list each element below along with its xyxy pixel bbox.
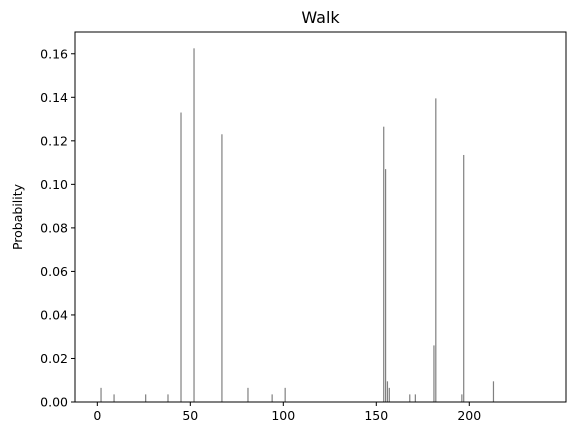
bar — [285, 388, 286, 402]
y-axis: 0.00 0.02 0.04 0.06 0.08 0.10 0.12 0.14 0.16 — [40, 46, 75, 409]
bar — [221, 134, 222, 402]
bar — [389, 388, 390, 402]
x-axis: 0 50 100 150 200 — [93, 402, 481, 423]
y-axis-label: Probability — [10, 183, 25, 250]
y-tick-label: 0.02 — [40, 351, 68, 366]
bars-group — [100, 48, 494, 402]
x-tick-label: 50 — [182, 408, 198, 423]
bar — [180, 113, 181, 402]
bar — [247, 388, 248, 402]
x-tick-label: 150 — [364, 408, 388, 423]
bar — [100, 388, 101, 402]
chart-title: Walk — [301, 8, 340, 27]
y-tick-label: 0.08 — [40, 220, 68, 235]
bar — [493, 381, 494, 402]
bar — [461, 394, 462, 402]
y-tick-label: 0.14 — [40, 90, 68, 105]
bar — [415, 394, 416, 402]
y-tick-label: 0.06 — [40, 264, 68, 279]
bar — [145, 394, 146, 402]
y-tick-label: 0.10 — [40, 177, 68, 192]
bar — [167, 394, 168, 402]
x-tick-label: 200 — [457, 408, 481, 423]
bar — [385, 169, 386, 402]
plot-frame — [75, 32, 566, 402]
y-tick-label: 0.00 — [40, 395, 68, 410]
y-tick-label: 0.16 — [40, 46, 68, 61]
bar — [193, 48, 194, 402]
bar — [383, 127, 384, 402]
y-tick-label: 0.12 — [40, 133, 68, 148]
x-tick-label: 100 — [271, 408, 295, 423]
bar — [463, 155, 464, 402]
x-tick-label: 0 — [93, 408, 101, 423]
y-tick-label: 0.04 — [40, 307, 68, 322]
bar — [387, 381, 388, 402]
bar — [113, 394, 114, 402]
bar — [272, 394, 273, 402]
bar — [433, 345, 434, 402]
bar — [409, 394, 410, 402]
bar — [435, 98, 436, 402]
